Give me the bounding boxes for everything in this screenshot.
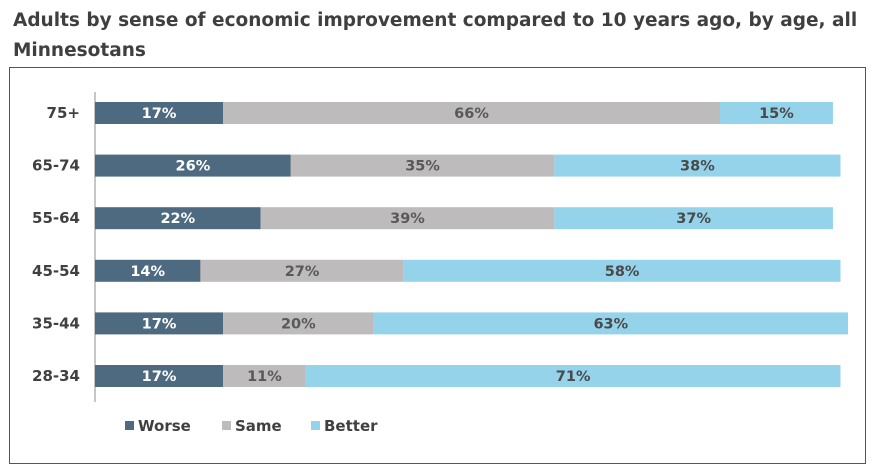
bar-better-35-44: [373, 312, 848, 335]
data-label-better-35-44: 63%: [593, 316, 628, 332]
bar-better-28-34: [305, 365, 841, 387]
data-label-worse-65-74: 26%: [176, 159, 211, 175]
data-label-worse-35-44: 17%: [142, 316, 177, 332]
bar-worse-55-64: [95, 207, 261, 230]
bar-worse-28-34: [95, 365, 224, 387]
data-label-same-45-54: 27%: [285, 264, 320, 280]
data-label-better-28-34: 71%: [556, 369, 591, 385]
legend-label-worse: Worse: [138, 417, 191, 435]
data-label-worse-45-54: 14%: [130, 264, 165, 280]
data-label-worse-75+: 17%: [142, 106, 177, 122]
legend-label-better: Better: [324, 417, 378, 435]
bar-same-55-64: [260, 207, 555, 230]
legend-swatch-better: [311, 421, 320, 430]
bar-same-65-74: [290, 154, 555, 177]
category-label-45-54: 45-54: [32, 262, 80, 280]
category-label-28-34: 28-34: [32, 367, 80, 385]
category-label-55-64: 55-64: [32, 209, 80, 227]
bar-worse-75+: [95, 102, 224, 124]
data-label-worse-28-34: 17%: [142, 369, 177, 385]
bar-better-75+: [719, 102, 833, 124]
data-label-same-55-64: 39%: [390, 211, 425, 227]
data-label-same-28-34: 11%: [247, 369, 282, 385]
bar-worse-65-74: [95, 154, 291, 177]
category-label-65-74: 65-74: [32, 157, 80, 175]
data-label-same-35-44: 20%: [281, 316, 316, 332]
category-label-35-44: 35-44: [32, 314, 80, 332]
legend-swatch-same: [222, 421, 231, 430]
bar-worse-35-44: [95, 312, 224, 335]
data-label-better-65-74: 38%: [680, 159, 715, 175]
bar-worse-45-54: [95, 259, 201, 282]
data-label-same-75+: 66%: [454, 106, 489, 122]
data-label-better-55-64: 37%: [676, 211, 711, 227]
bar-better-55-64: [554, 207, 833, 230]
data-label-better-75+: 15%: [759, 106, 794, 122]
category-label-75+: 75+: [47, 104, 80, 122]
data-label-better-45-54: 58%: [605, 264, 640, 280]
data-label-worse-55-64: 22%: [160, 211, 195, 227]
bar-same-28-34: [223, 365, 306, 387]
legend-swatch-worse: [125, 421, 134, 430]
bar-same-35-44: [223, 312, 374, 335]
chart-title: Adults by sense of economic improvement …: [13, 10, 858, 61]
bar-same-45-54: [200, 259, 404, 282]
legend-label-same: Same: [235, 417, 282, 435]
bar-better-45-54: [403, 259, 841, 282]
data-label-same-65-74: 35%: [405, 159, 440, 175]
bar-same-75+: [223, 102, 720, 124]
bar-better-65-74: [554, 154, 841, 177]
